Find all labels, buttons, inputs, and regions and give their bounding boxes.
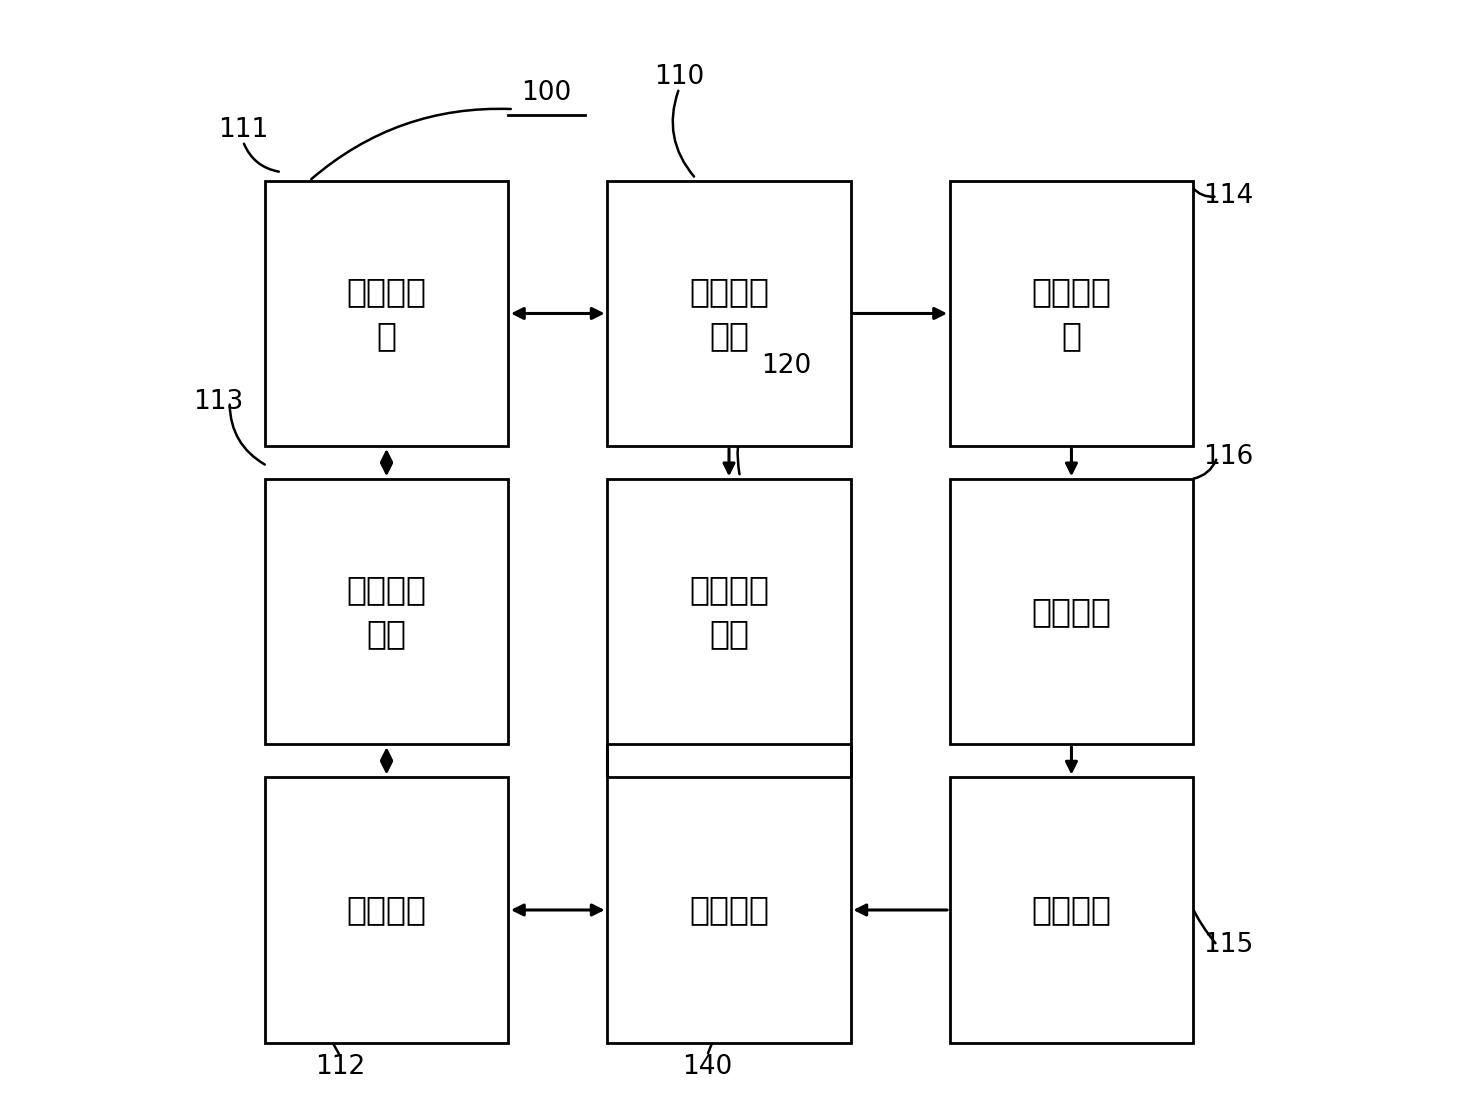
Text: 植入部位: 植入部位	[690, 894, 768, 926]
Text: 140: 140	[682, 1054, 732, 1080]
FancyBboxPatch shape	[265, 778, 507, 1043]
Text: 电极单元: 电极单元	[347, 894, 427, 926]
FancyBboxPatch shape	[951, 480, 1193, 745]
FancyBboxPatch shape	[951, 181, 1193, 446]
Text: 112: 112	[315, 1054, 366, 1080]
FancyBboxPatch shape	[265, 181, 507, 446]
FancyArrowPatch shape	[853, 308, 943, 318]
FancyBboxPatch shape	[608, 181, 850, 446]
Text: 光纤接头: 光纤接头	[1031, 595, 1111, 628]
Text: 100: 100	[522, 79, 572, 106]
FancyArrowPatch shape	[382, 452, 392, 473]
FancyArrowPatch shape	[515, 308, 601, 318]
Text: 中央处理
单元: 中央处理 单元	[690, 275, 768, 352]
FancyArrowPatch shape	[382, 750, 392, 771]
FancyBboxPatch shape	[951, 778, 1193, 1043]
FancyBboxPatch shape	[608, 480, 850, 745]
FancyBboxPatch shape	[608, 778, 850, 1043]
Text: 120: 120	[761, 354, 812, 380]
Text: 激光发生
器: 激光发生 器	[1031, 275, 1111, 352]
Text: 电极接口
单元: 电极接口 单元	[347, 573, 427, 650]
FancyArrowPatch shape	[515, 905, 601, 915]
Text: 111: 111	[217, 117, 268, 144]
Text: 光纤单元: 光纤单元	[1031, 894, 1111, 926]
FancyArrowPatch shape	[1066, 747, 1076, 771]
Text: 位移调节
单元: 位移调节 单元	[690, 573, 768, 650]
Text: 115: 115	[1203, 933, 1254, 958]
Text: 信号采集
器: 信号采集 器	[347, 275, 427, 352]
Text: 116: 116	[1203, 444, 1254, 470]
FancyArrowPatch shape	[857, 905, 948, 915]
FancyArrowPatch shape	[725, 449, 733, 473]
Text: 113: 113	[194, 388, 243, 415]
FancyBboxPatch shape	[265, 480, 507, 745]
Text: 110: 110	[655, 65, 704, 90]
Text: 114: 114	[1203, 184, 1254, 209]
FancyArrowPatch shape	[1066, 449, 1076, 473]
